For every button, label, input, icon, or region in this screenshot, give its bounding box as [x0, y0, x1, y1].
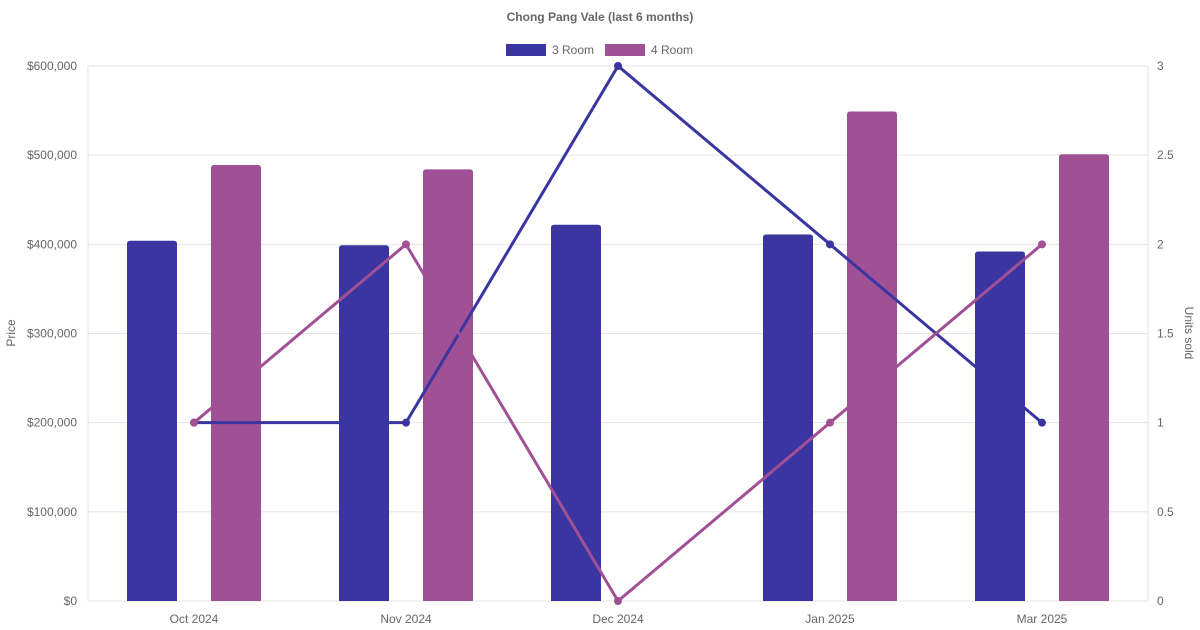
bar-4-room-oct-2024[interactable] [211, 164, 261, 601]
y-right-axis: 0 0.5 1 1.5 2 2.5 3 [1157, 59, 1174, 608]
y-right-tick-label: 2 [1157, 237, 1164, 251]
bar-4-room-nov-2024[interactable] [423, 169, 473, 601]
y-left-tick-label: $300,000 [27, 327, 77, 341]
legend-swatch-4-room [605, 44, 645, 56]
point-4-room-oct-2024[interactable] [190, 418, 198, 427]
bar-3-room-jan-2025[interactable] [763, 234, 813, 601]
y-right-tick-label: 1 [1157, 416, 1164, 430]
bar-3-room-dec-2024[interactable] [551, 224, 601, 601]
x-axis: Oct 2024 Nov 2024 Dec 2024 Jan 2025 Mar 2025 [170, 612, 1068, 626]
legend-label-4-room: 4 Room [651, 43, 693, 57]
bar-3-room-oct-2024[interactable] [127, 240, 177, 601]
point-4-room-mar-2025[interactable] [1038, 240, 1046, 249]
y-left-tick-label: $400,000 [27, 237, 77, 251]
legend-swatch-3-room [506, 44, 546, 56]
bar-4-room-jan-2025[interactable] [847, 111, 897, 601]
point-4-room-jan-2025[interactable] [826, 418, 834, 427]
legend-item-4-room[interactable]: 4 Room [605, 43, 693, 57]
lines [190, 62, 1046, 605]
y-left-tick-label: $0 [64, 594, 78, 608]
bar-4-room-mar-2025[interactable] [1059, 154, 1109, 601]
y-right-tick-label: 2.5 [1157, 148, 1174, 162]
x-tick-label: Dec 2024 [592, 612, 644, 626]
y-left-axis: $0 $100,000 $200,000 $300,000 $400,000 $500,0… [27, 59, 77, 608]
y-right-axis-title: Units sold [1182, 307, 1196, 360]
legend-label-3-room: 3 Room [552, 43, 594, 57]
y-left-axis-title: Price [4, 319, 18, 347]
legend: 3 Room 4 Room [506, 43, 693, 57]
y-right-tick-label: 0 [1157, 594, 1164, 608]
bar-3-room-mar-2025[interactable] [975, 251, 1025, 601]
y-right-tick-label: 0.5 [1157, 505, 1174, 519]
y-left-tick-label: $200,000 [27, 416, 77, 430]
x-tick-label: Mar 2025 [1017, 612, 1068, 626]
y-left-tick-label: $100,000 [27, 505, 77, 519]
point-3-room-jan-2025[interactable] [826, 240, 834, 249]
y-left-tick-label: $600,000 [27, 59, 77, 73]
point-3-room-mar-2025[interactable] [1038, 418, 1046, 427]
y-left-tick-label: $500,000 [27, 148, 77, 162]
point-3-room-dec-2024[interactable] [614, 62, 622, 70]
y-right-tick-label: 1.5 [1157, 327, 1174, 341]
point-4-room-nov-2024[interactable] [402, 240, 410, 249]
x-tick-label: Jan 2025 [805, 612, 855, 626]
x-tick-label: Oct 2024 [170, 612, 219, 626]
y-right-tick-label: 3 [1157, 59, 1164, 73]
point-4-room-dec-2024[interactable] [614, 597, 622, 605]
chart-title: Chong Pang Vale (last 6 months) [507, 10, 694, 24]
legend-item-3-room[interactable]: 3 Room [506, 43, 594, 57]
x-tick-label: Nov 2024 [380, 612, 432, 626]
point-3-room-nov-2024[interactable] [402, 418, 410, 427]
